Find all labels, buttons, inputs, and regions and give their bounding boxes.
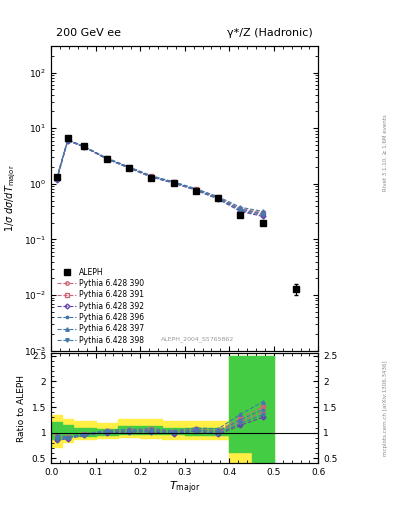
Text: mcplots.cern.ch [arXiv:1306.3436]: mcplots.cern.ch [arXiv:1306.3436] [383,360,388,456]
Text: γ*/Z (Hadronic): γ*/Z (Hadronic) [227,29,313,38]
X-axis label: $T_{\mathrm{major}}$: $T_{\mathrm{major}}$ [169,480,200,497]
Y-axis label: Ratio to ALEPH: Ratio to ALEPH [17,375,26,442]
Text: 200 GeV ee: 200 GeV ee [57,29,121,38]
Text: Rivet 3.1.10, ≥ 1.6M events: Rivet 3.1.10, ≥ 1.6M events [383,114,388,191]
Text: ALEPH_2004_S5765862: ALEPH_2004_S5765862 [162,336,235,342]
Legend: ALEPH, Pythia 6.428 390, Pythia 6.428 391, Pythia 6.428 392, Pythia 6.428 396, P: ALEPH, Pythia 6.428 390, Pythia 6.428 39… [55,266,147,347]
Y-axis label: $1/\sigma\; d\sigma/dT_{\mathrm{major}}$: $1/\sigma\; d\sigma/dT_{\mathrm{major}}$ [4,164,18,232]
